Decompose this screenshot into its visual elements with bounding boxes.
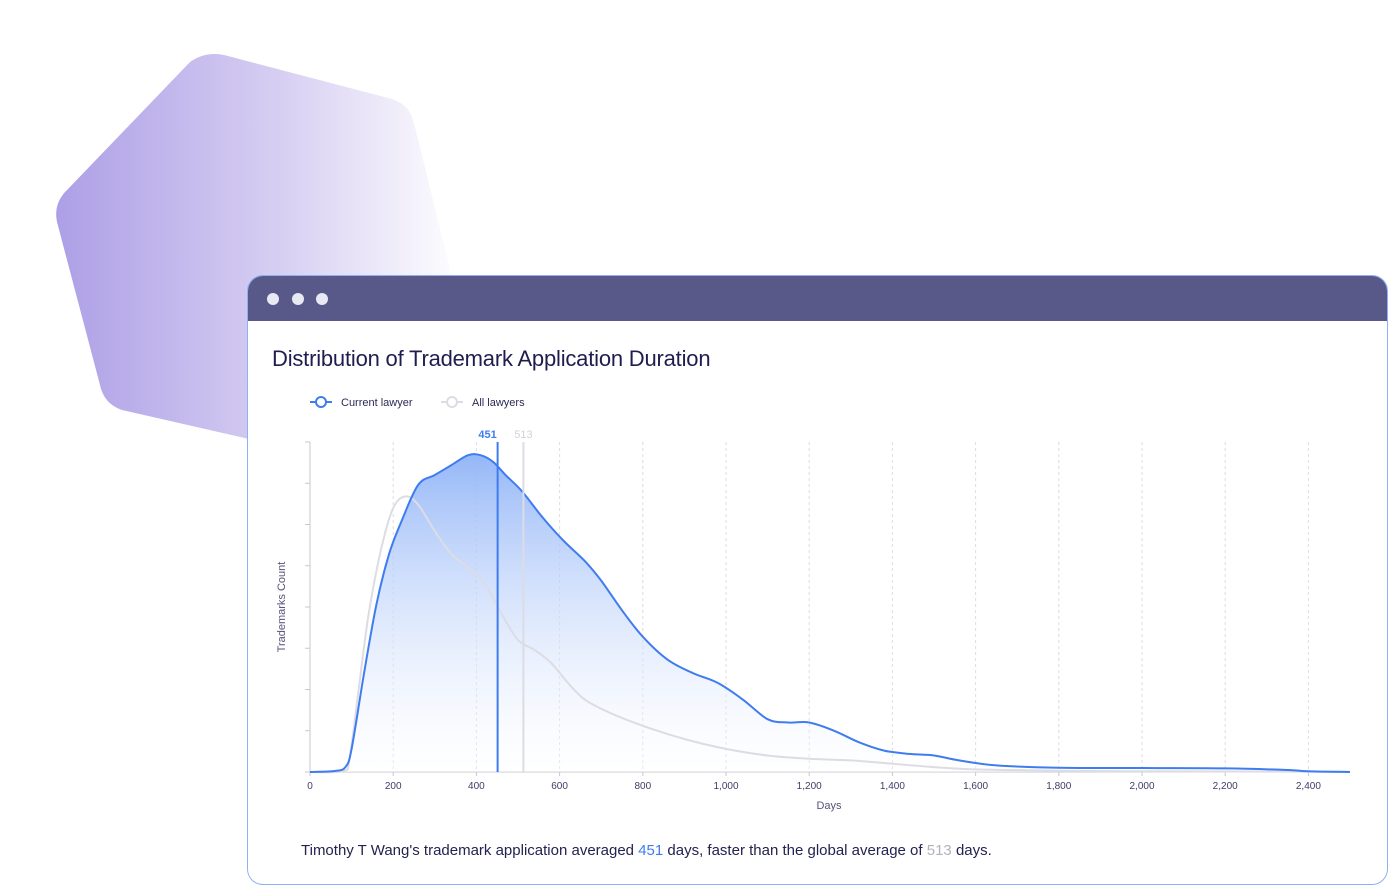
x-tick-label: 1,200 — [797, 781, 822, 792]
app-window: Distribution of Trademark Application Du… — [247, 275, 1388, 885]
legend-circle-icon — [446, 396, 458, 408]
legend-item[interactable]: All lawyers — [441, 396, 525, 409]
chart-legend: Current lawyer All lawyers — [310, 396, 525, 409]
window-close-button[interactable] — [267, 293, 279, 305]
window-minimize-button[interactable] — [292, 293, 304, 305]
chart: 0 200 400 600 800 1,000 1,200 1,400 1,600 1,800 2,… — [276, 396, 1351, 812]
summary-prefix: Timothy T Wang's trademark application a… — [301, 842, 639, 859]
current-lawyer-mean-label: 451 — [478, 429, 496, 441]
x-axis-label: Days — [816, 800, 842, 812]
window-titlebar — [248, 276, 1387, 321]
summary-text: Timothy T Wang's trademark application a… — [301, 842, 992, 859]
x-tick-label: 1,800 — [1046, 781, 1071, 792]
current-lawyer-area — [310, 454, 1350, 772]
x-tick-label: 0 — [307, 781, 313, 792]
x-tick-label: 1,400 — [880, 781, 905, 792]
summary-global-value: 513 — [926, 842, 952, 859]
x-tick-label: 1,600 — [963, 781, 988, 792]
x-tick-label: 600 — [551, 781, 568, 792]
chart-title: Distribution of Trademark Application Du… — [272, 346, 711, 371]
current-lawyer-line — [309, 453, 1351, 773]
all-lawyers-line — [309, 495, 1351, 774]
legend-item[interactable]: Current lawyer — [310, 396, 413, 409]
x-tick-label: 400 — [468, 781, 485, 792]
x-tick-label: 200 — [385, 781, 402, 792]
all-lawyers-mean-label: 513 — [514, 429, 532, 441]
summary-middle: days, faster than the global average of — [663, 842, 927, 859]
x-tick-label: 800 — [634, 781, 651, 792]
summary-suffix: days. — [951, 842, 992, 859]
legend-label: All lawyers — [472, 397, 525, 409]
x-tick-label: 2,200 — [1213, 781, 1238, 792]
x-tick-label: 1,000 — [713, 781, 738, 792]
summary-current-value: 451 — [638, 842, 664, 859]
legend-circle-icon — [315, 396, 327, 408]
x-tick-label: 2,000 — [1129, 781, 1154, 792]
y-axis-label: Trademarks Count — [276, 562, 288, 653]
window-maximize-button[interactable] — [316, 293, 328, 305]
x-tick-label: 2,400 — [1296, 781, 1321, 792]
legend-label: Current lawyer — [341, 397, 413, 409]
